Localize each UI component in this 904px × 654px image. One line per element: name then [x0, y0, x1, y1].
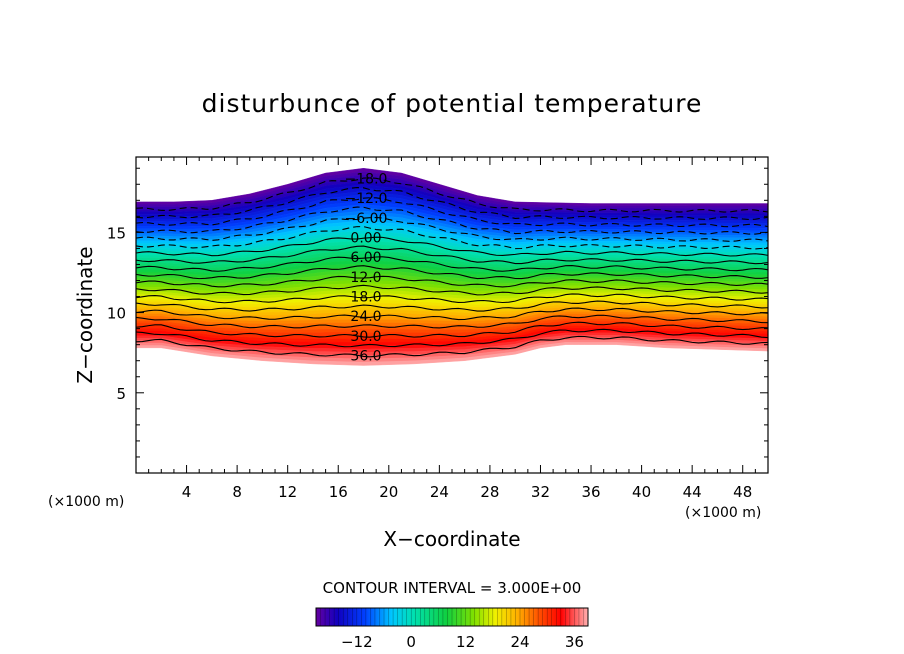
contour-line [136, 197, 768, 228]
contour-line [136, 216, 768, 242]
contour-line [136, 300, 768, 312]
contour-label: 6.00 [350, 250, 381, 266]
contour-label: 30.0 [350, 329, 381, 345]
contour-line [136, 293, 768, 304]
contour-lines [136, 177, 768, 358]
contour-line [136, 256, 768, 272]
contour-interval-text: CONTOUR INTERVAL = 3.000E+00 [323, 579, 582, 597]
y-axis-label: Z−coordinate [73, 246, 97, 383]
contour-line [136, 321, 768, 338]
contour-label: −12.0 [345, 191, 388, 207]
x-tick-label: 4 [182, 483, 192, 501]
contour-label: 0.00 [350, 231, 381, 247]
contour-label: 24.0 [350, 309, 381, 325]
x-axis-label: X−coordinate [383, 527, 520, 551]
contour-line [136, 284, 768, 296]
contour-label: 18.0 [350, 290, 381, 306]
x-tick-label: 32 [531, 483, 550, 501]
contour-line [136, 236, 768, 257]
colorbar: −12 0 12 24 36 [315, 607, 589, 651]
contour-line [136, 314, 768, 329]
x-tick-label: 20 [379, 483, 398, 501]
contour-label: −18.0 [345, 171, 388, 187]
contour-line [136, 275, 768, 288]
colorbar-tick-label: 12 [456, 633, 475, 651]
contour-line [136, 226, 768, 250]
colorbar-tick-label: 24 [510, 633, 529, 651]
colorbar-tick-label: 36 [565, 633, 584, 651]
colorbar-frame [315, 607, 589, 627]
y-tick-label: 10 [107, 305, 126, 323]
x-tick-label: 8 [232, 483, 242, 501]
contour-line [136, 335, 768, 358]
contour-line [136, 307, 768, 321]
contour-line [136, 265, 768, 280]
contour-band [136, 342, 768, 366]
contour-label: 36.0 [350, 349, 381, 365]
contour-line [136, 177, 768, 213]
x-tick-label: 40 [632, 483, 651, 501]
contour-line [136, 187, 768, 221]
x-tick-label: 24 [430, 483, 449, 501]
x-tick-label: 44 [683, 483, 702, 501]
x-tick-label: 12 [278, 483, 297, 501]
contour-label: 12.0 [350, 270, 381, 286]
colorbar-tick-label: 0 [406, 633, 416, 651]
chart-title: disturbunce of potential temperature [202, 89, 703, 118]
contour-label: −6.00 [345, 211, 388, 227]
contour-line [136, 206, 768, 235]
x-unit-label-right: (×1000 m) [685, 505, 761, 521]
x-tick-label: 36 [581, 483, 600, 501]
contour-line [136, 328, 768, 348]
y-tick-label: 5 [116, 385, 126, 403]
x-tick-label: 16 [329, 483, 348, 501]
x-unit-label-left: (×1000 m) [48, 494, 124, 510]
colorbar-gradient [316, 608, 588, 626]
x-tick-label: 48 [733, 483, 752, 501]
x-tick-label: 28 [480, 483, 499, 501]
y-tick-label: 15 [107, 224, 126, 242]
colorbar-tick-label: −12 [341, 633, 373, 651]
contour-line [136, 245, 768, 265]
contour-labels: −18.0 −12.0 −6.00 0.00 6.00 12.0 18.0 24.0 30.0 3… [345, 171, 388, 365]
